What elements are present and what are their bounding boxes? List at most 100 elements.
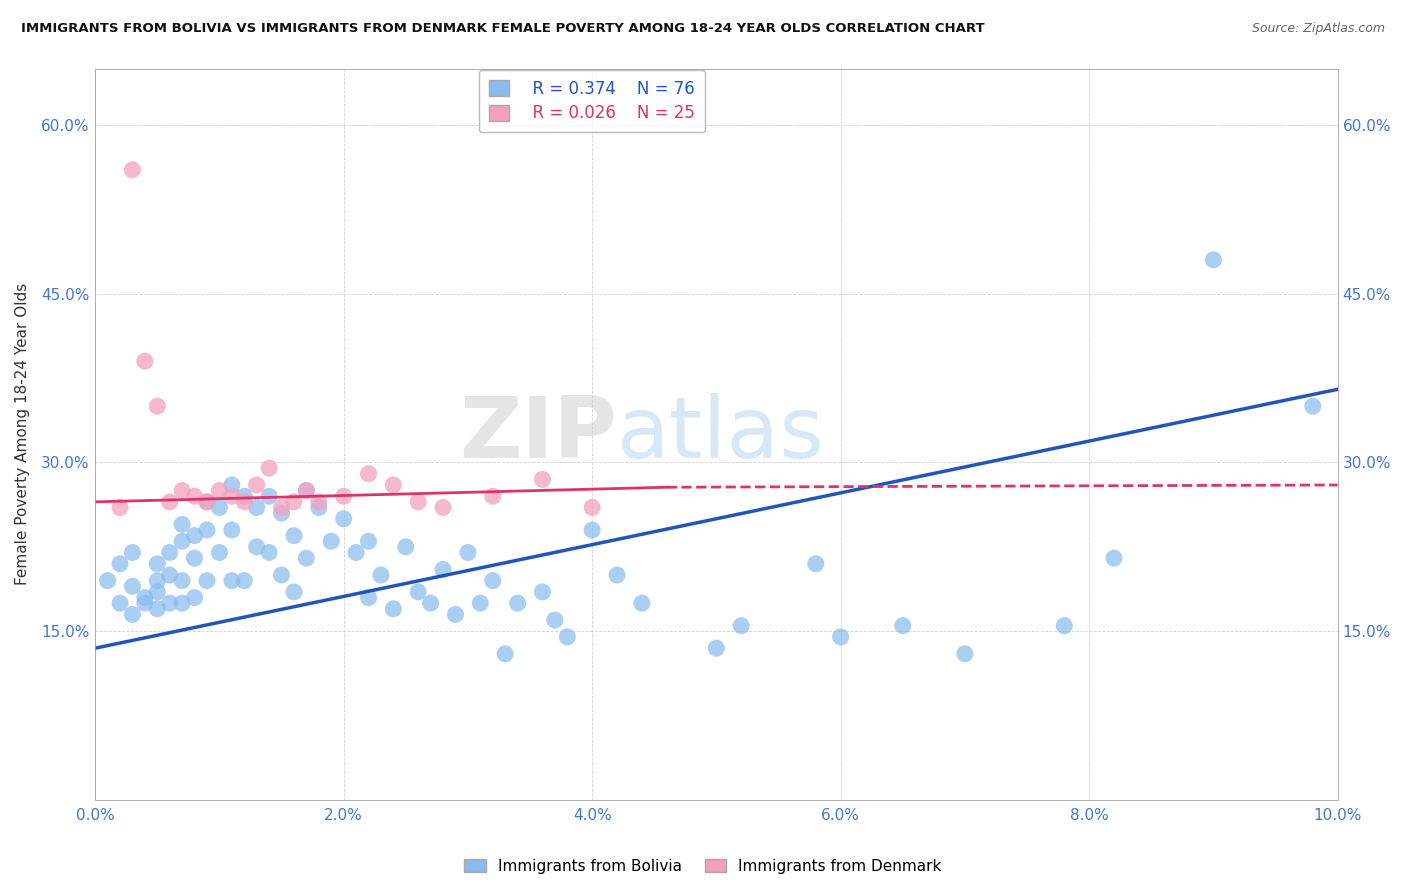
Point [172,534,194,549]
Text: IMMIGRANTS FROM BOLIVIA VS IMMIGRANTS FROM DENMARK FEMALE POVERTY AMONG 18-24 YE: IMMIGRANTS FROM BOLIVIA VS IMMIGRANTS FR… [21,22,984,36]
Point [1053,618,1076,632]
Point [1302,399,1324,413]
Point [172,596,194,610]
Point [233,574,256,588]
Point [159,568,181,582]
Point [506,596,529,610]
Point [308,495,330,509]
Point [332,489,354,503]
Point [544,613,567,627]
Point [457,545,479,559]
Point [146,602,169,616]
Point [172,483,194,498]
Point [370,568,392,582]
Point [257,489,280,503]
Point [382,602,405,616]
Point [706,641,728,656]
Point [830,630,852,644]
Point [382,478,405,492]
Point [159,545,181,559]
Point [146,557,169,571]
Point [481,489,503,503]
Point [134,354,156,368]
Point [444,607,467,622]
Point [134,596,156,610]
Point [581,523,603,537]
Point [257,461,280,475]
Point [891,618,914,632]
Point [283,495,305,509]
Point [531,472,554,486]
Point [295,483,318,498]
Point [531,585,554,599]
Point [257,545,280,559]
Point [308,500,330,515]
Point [195,574,218,588]
Legend: Immigrants from Bolivia, Immigrants from Denmark: Immigrants from Bolivia, Immigrants from… [458,853,948,880]
Point [233,495,256,509]
Point [108,557,131,571]
Point [631,596,654,610]
Point [406,495,429,509]
Point [97,574,120,588]
Point [270,500,292,515]
Point [295,551,318,566]
Point [183,551,205,566]
Point [172,574,194,588]
Point [108,500,131,515]
Point [432,562,454,576]
Point [283,585,305,599]
Point [121,162,143,177]
Legend:   R = 0.374    N = 76,   R = 0.026    N = 25: R = 0.374 N = 76, R = 0.026 N = 25 [479,70,706,132]
Point [395,540,418,554]
Point [581,500,603,515]
Point [481,574,503,588]
Point [804,557,827,571]
Point [121,579,143,593]
Point [295,483,318,498]
Point [195,495,218,509]
Point [283,528,305,542]
Point [470,596,492,610]
Point [146,399,169,413]
Point [246,478,269,492]
Point [357,591,380,605]
Text: ZIP: ZIP [460,392,617,475]
Point [159,495,181,509]
Point [246,540,269,554]
Text: Source: ZipAtlas.com: Source: ZipAtlas.com [1251,22,1385,36]
Point [121,545,143,559]
Point [183,528,205,542]
Point [321,534,343,549]
Point [270,568,292,582]
Point [121,607,143,622]
Point [246,500,269,515]
Point [730,618,752,632]
Point [419,596,441,610]
Point [146,585,169,599]
Point [357,467,380,481]
Point [1202,252,1225,267]
Point [332,512,354,526]
Point [270,506,292,520]
Point [606,568,628,582]
Point [183,489,205,503]
Point [146,574,169,588]
Point [172,517,194,532]
Point [494,647,516,661]
Point [1102,551,1125,566]
Point [159,596,181,610]
Point [208,483,231,498]
Point [357,534,380,549]
Point [108,596,131,610]
Point [208,545,231,559]
Point [183,591,205,605]
Point [432,500,454,515]
Point [208,500,231,515]
Point [953,647,976,661]
Point [195,495,218,509]
Point [221,523,243,537]
Point [221,489,243,503]
Point [555,630,578,644]
Point [195,523,218,537]
